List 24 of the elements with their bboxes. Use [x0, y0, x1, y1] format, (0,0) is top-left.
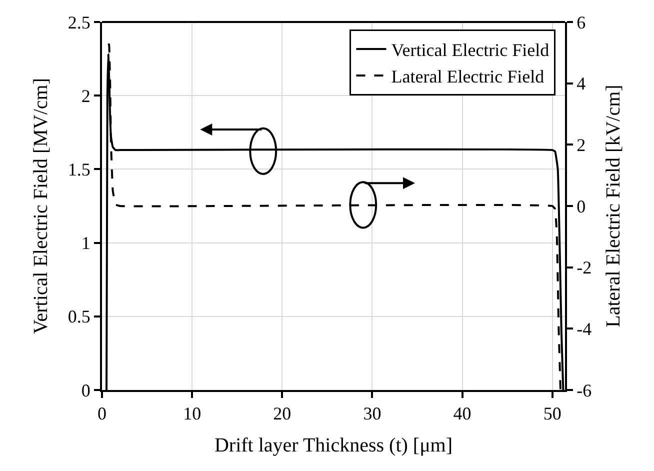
y-tick-label: 0.5	[68, 306, 90, 327]
x-axis-title: Drift layer Thickness (t) [μm]	[214, 434, 453, 457]
y2-axis-title: Lateral Electric Field [kV/cm]	[602, 84, 625, 328]
x-tick-label: 50	[543, 404, 562, 424]
y2-tick-label: 4	[576, 74, 586, 94]
x-tick-label: 10	[183, 404, 202, 424]
y2-tick-label: -4	[576, 318, 592, 339]
legend-label: Lateral Electric Field	[391, 66, 544, 86]
y2-tick-label: 6	[576, 12, 586, 32]
x-tick-label: 0	[98, 404, 106, 424]
y-tick-label: 2	[81, 86, 90, 106]
y-axis-title: Vertical Electric Field [MV/cm]	[30, 78, 52, 334]
y-tick-label: 2.5	[68, 12, 90, 32]
y-tick-label: 1	[81, 233, 90, 254]
legend-label: Vertical Electric Field	[391, 40, 550, 60]
x-tick-label: 30	[363, 404, 382, 424]
y2-tick-label: -2	[576, 258, 592, 278]
x-tick-label: 40	[453, 404, 472, 424]
y-tick-label: 1.5	[68, 160, 90, 180]
x-tick-label: 20	[273, 404, 292, 424]
y2-tick-label: 0	[576, 196, 586, 216]
y2-tick-label: 2	[576, 134, 586, 155]
y2-tick-label: -6	[576, 380, 592, 400]
y-tick-label: 0	[81, 380, 90, 400]
